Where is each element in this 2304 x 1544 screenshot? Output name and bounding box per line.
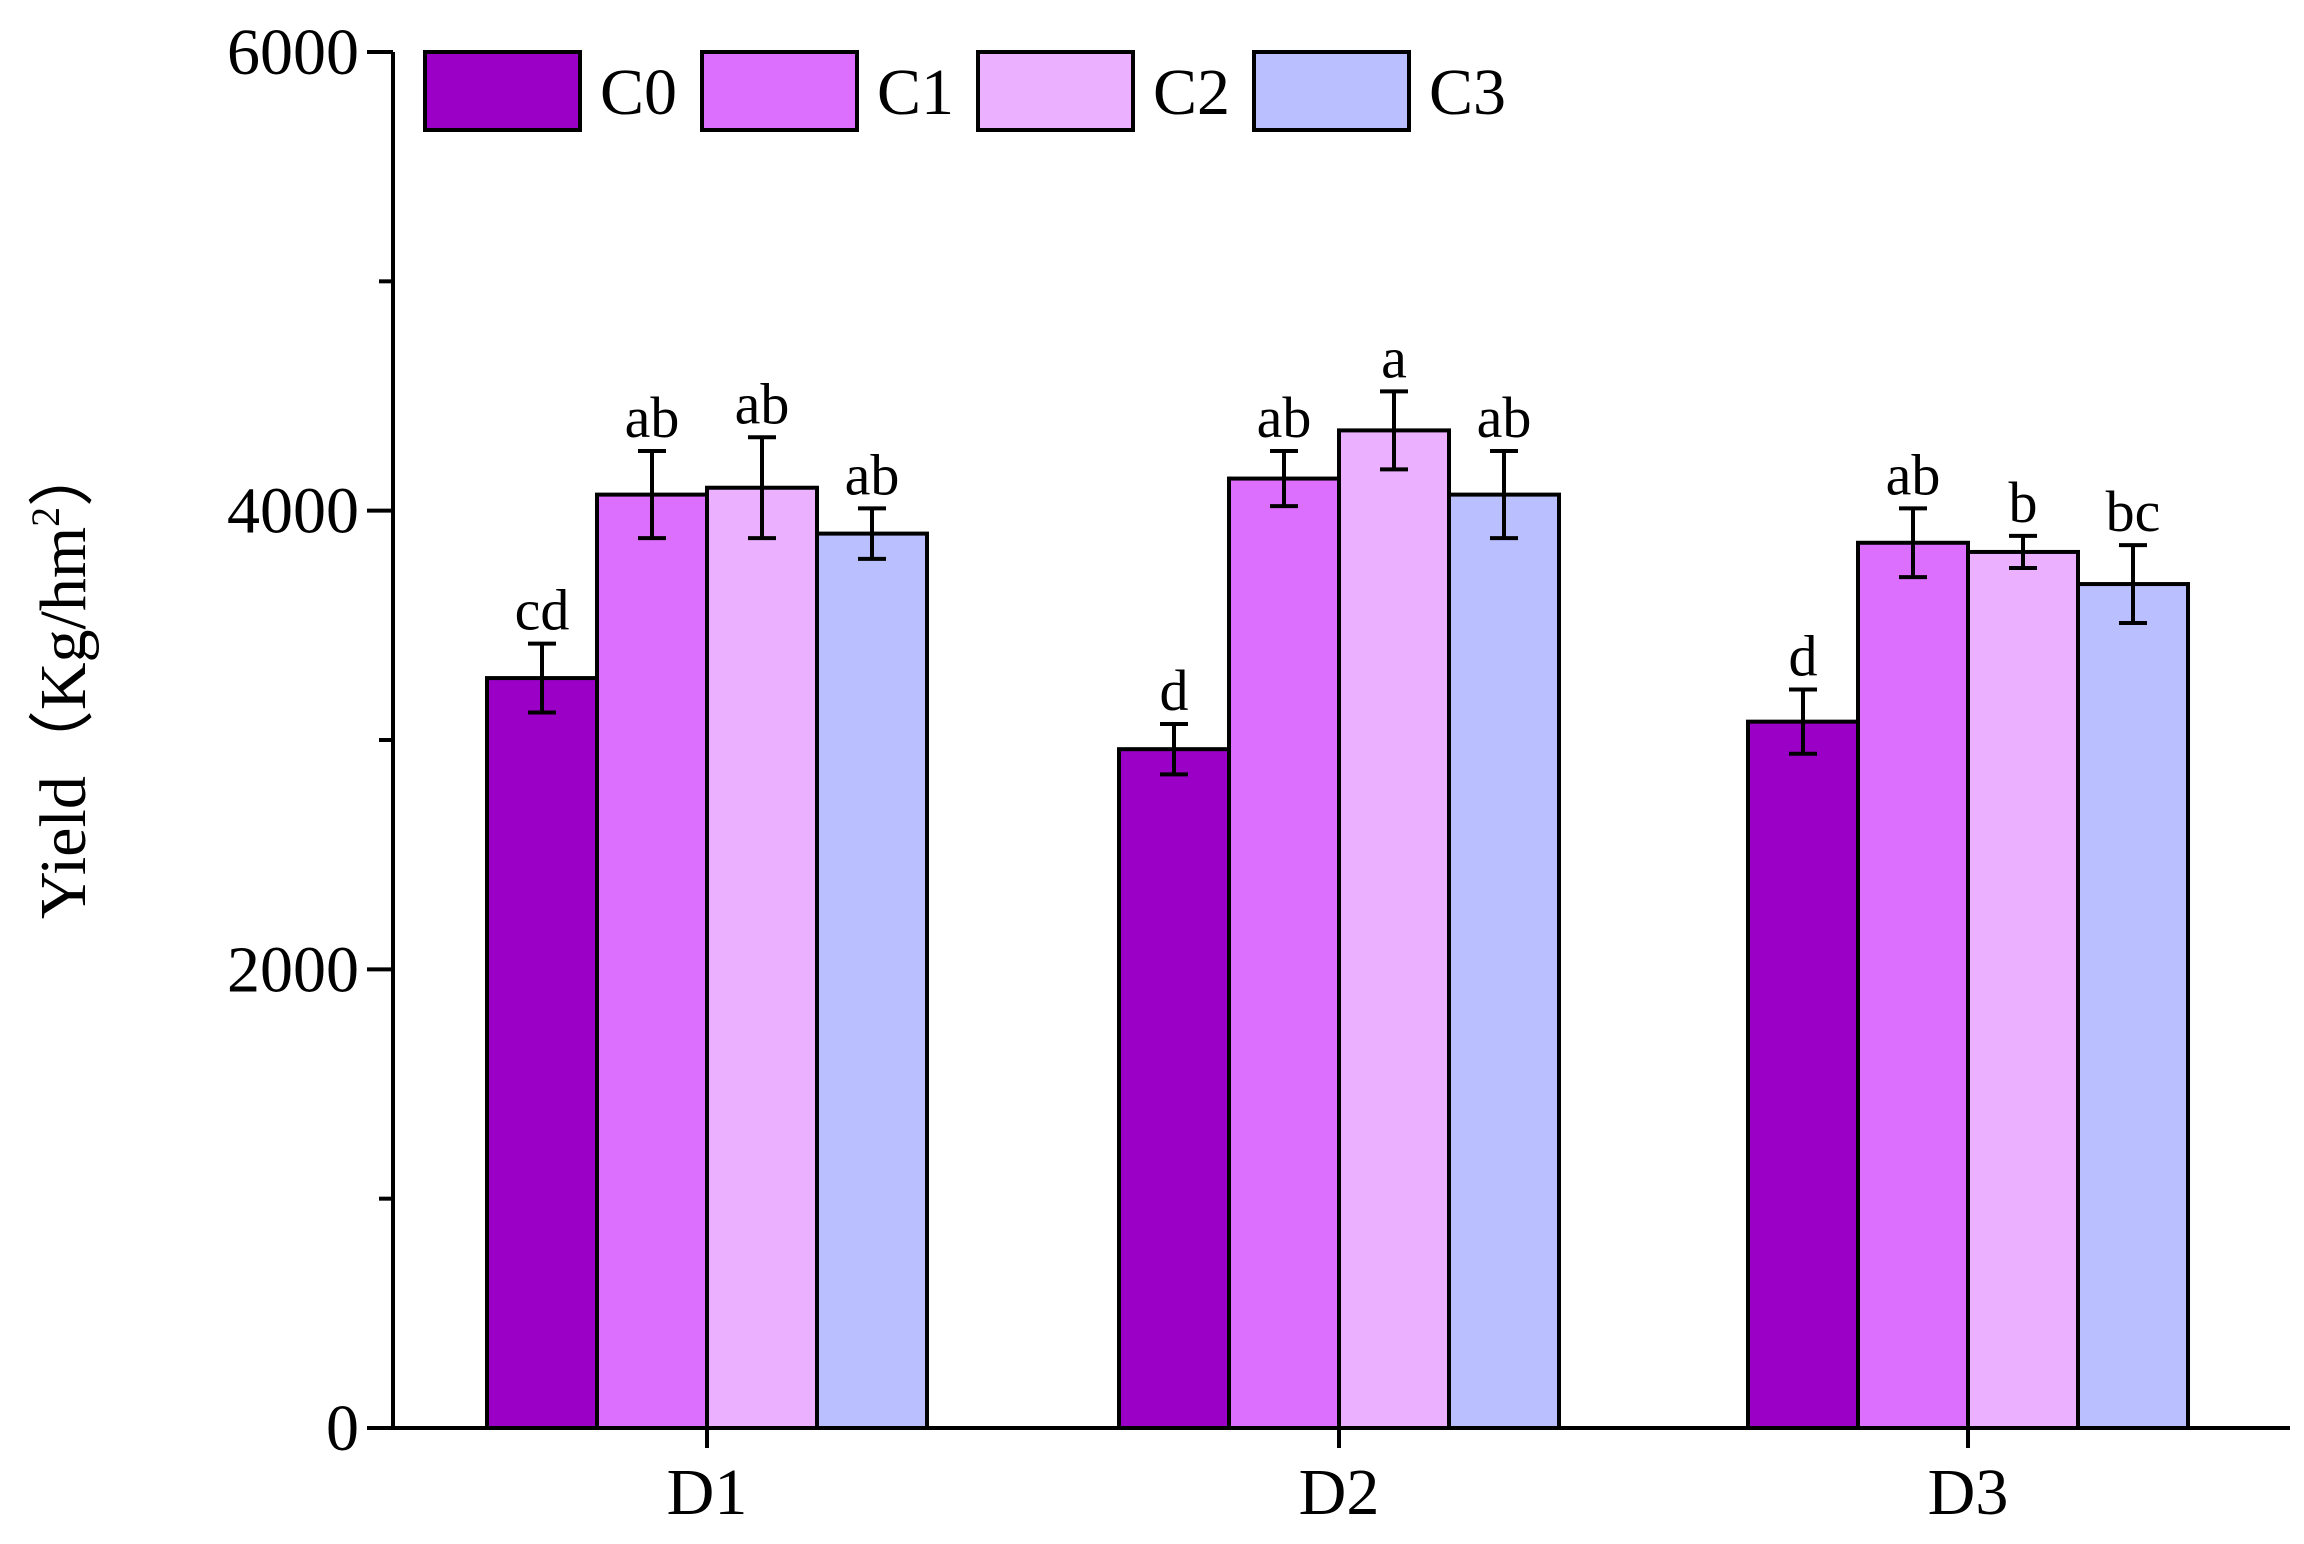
significance-label-C3-D2: ab	[1477, 385, 1532, 450]
significance-label-C3-D3: bc	[2106, 479, 2161, 544]
bar-C2-D2	[1337, 428, 1451, 1430]
bar-C3-D1	[815, 531, 929, 1430]
bar-C2-D1	[705, 485, 819, 1430]
error-bars-group	[528, 389, 2147, 777]
y-axis-title: Yield（Kg/hm2）	[23, 441, 100, 919]
significance-label-C3-D1: ab	[845, 442, 900, 507]
significance-label-C0-D3: d	[1789, 624, 1818, 689]
y-axis-title-main: Yield	[27, 776, 100, 919]
y-axis-title-unit: （Kg/hm	[27, 527, 100, 776]
legend-swatch-C0	[423, 50, 582, 132]
significance-label-C2-D2: a	[1381, 325, 1407, 390]
legend-label-C1: C1	[877, 56, 954, 129]
y-tick-label: 0	[326, 1392, 359, 1465]
bars-group	[485, 428, 2190, 1430]
bar-C1-D3	[1856, 540, 1970, 1430]
bar-C1-D2	[1227, 476, 1341, 1430]
significance-label-C0-D2: d	[1160, 658, 1189, 723]
bar-C0-D3	[1746, 719, 1860, 1430]
x-tick-label-D3: D3	[1928, 1456, 2009, 1529]
y-tick-label: 2000	[227, 933, 359, 1006]
bar-C1-D1	[595, 492, 709, 1430]
legend-swatch-C2	[976, 50, 1135, 132]
bar-C2-D3	[1966, 549, 2080, 1430]
bar-C0-D1	[485, 676, 599, 1430]
bar-C3-D3	[2076, 582, 2190, 1430]
y-ticks-group: 0 2000 4000 6000	[227, 16, 393, 1465]
y-axis-title-suffix: ）	[27, 441, 100, 507]
legend-swatch-C3	[1252, 50, 1411, 132]
legend: C0 C1 C2 C3	[423, 50, 1506, 132]
x-ticks-group: D1 D2 D3	[667, 1428, 2009, 1529]
significance-label-C2-D1: ab	[735, 371, 790, 436]
x-tick-label-D1: D1	[667, 1456, 748, 1529]
legend-label-C3: C3	[1429, 56, 1506, 129]
bar-C0-D2	[1117, 747, 1231, 1430]
bar-C3-D2	[1447, 492, 1561, 1430]
legend-label-C2: C2	[1153, 56, 1230, 129]
significance-label-C0-D1: cd	[515, 578, 570, 643]
significance-label-C2-D3: b	[2009, 470, 2038, 535]
legend-label-C0: C0	[600, 56, 677, 129]
significance-label-C1-D2: ab	[1257, 385, 1312, 450]
legend-swatch-C1	[700, 50, 859, 132]
x-tick-label-D2: D2	[1299, 1456, 1380, 1529]
significance-label-C1-D3: ab	[1886, 442, 1941, 507]
significance-label-C1-D1: ab	[625, 385, 680, 450]
y-axis-title-superscript: 2	[23, 507, 68, 527]
y-tick-label: 6000	[227, 16, 359, 89]
y-tick-label: 4000	[227, 475, 359, 548]
